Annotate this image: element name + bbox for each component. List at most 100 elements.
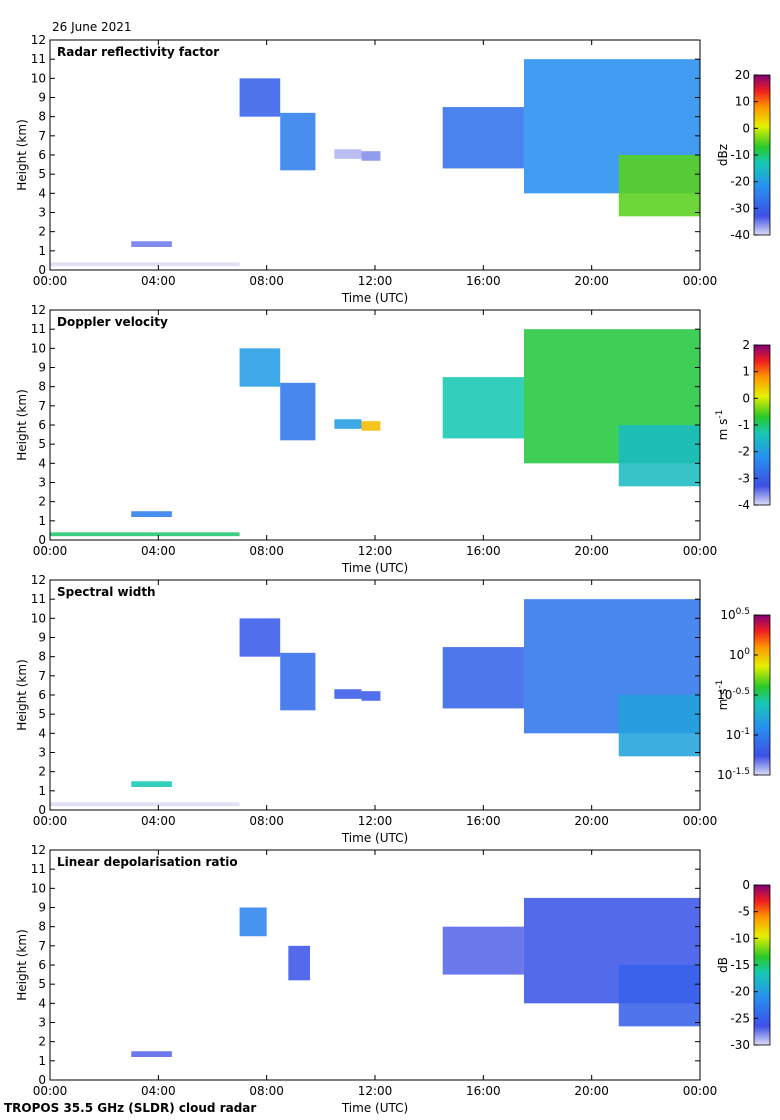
y-tick-label: 3	[38, 746, 46, 760]
x-tick-label: 08:00	[249, 814, 284, 828]
x-tick-label: 16:00	[466, 544, 501, 558]
x-tick-label: 16:00	[466, 274, 501, 288]
echo-region	[618, 695, 700, 757]
echo-region	[361, 151, 381, 161]
y-tick-label: 10	[31, 341, 46, 355]
echo-region	[239, 907, 267, 937]
x-tick-label: 20:00	[574, 1084, 609, 1098]
y-tick-label: 5	[38, 977, 46, 991]
y-tick-label: 4	[38, 456, 46, 470]
colorbar-tick-label: 10-0.5	[717, 687, 750, 702]
y-tick-label: 2	[38, 495, 46, 509]
y-tick-label: 4	[38, 726, 46, 740]
x-tick-label: 00:00	[33, 1084, 68, 1098]
y-tick-label: 5	[38, 707, 46, 721]
colorbar-tick-label: -3	[738, 471, 750, 485]
x-tick-label: 20:00	[574, 814, 609, 828]
echo-region	[131, 781, 172, 787]
colorbar-tick-label: 100	[729, 647, 750, 662]
colorbar-tick-label: 10	[735, 95, 750, 109]
x-axis-label: Time (UTC)	[341, 291, 408, 305]
y-tick-label: 9	[38, 91, 46, 105]
y-tick-label: 0	[38, 803, 46, 817]
y-axis-label: Height (km)	[15, 659, 29, 730]
y-tick-label: 10	[31, 611, 46, 625]
y-tick-label: 11	[31, 322, 46, 336]
y-tick-label: 9	[38, 361, 46, 375]
x-tick-label: 08:00	[249, 274, 284, 288]
y-tick-label: 7	[38, 129, 46, 143]
chart-title: Spectral width	[57, 585, 156, 599]
colorbar-unit: m s-1	[715, 680, 730, 711]
colorbar-unit: dBz	[716, 144, 730, 166]
y-tick-label: 10	[31, 881, 46, 895]
x-tick-label: 12:00	[358, 814, 393, 828]
x-tick-label: 00:00	[33, 544, 68, 558]
y-tick-label: 7	[38, 399, 46, 413]
colorbar-unit: m s-1	[715, 410, 730, 441]
colorbar-tick-label: -1	[738, 418, 750, 432]
chart-title: Radar reflectivity factor	[57, 45, 219, 59]
y-tick-label: 6	[38, 418, 46, 432]
y-tick-label: 11	[31, 52, 46, 66]
chart-title: Linear depolarisation ratio	[57, 855, 238, 869]
colorbar-tick-label: -30	[730, 1038, 750, 1052]
echo-region	[131, 1051, 172, 1057]
x-tick-label: 12:00	[358, 544, 393, 558]
echo-region	[618, 965, 700, 1027]
echo-region	[442, 377, 524, 439]
x-tick-label: 04:00	[141, 1084, 176, 1098]
y-tick-label: 5	[38, 167, 46, 181]
colorbar-tick-label: -20	[730, 175, 750, 189]
y-tick-label: 12	[31, 33, 46, 47]
colorbar-tick-label: -10	[730, 931, 750, 945]
x-tick-label: 04:00	[141, 814, 176, 828]
y-tick-label: 3	[38, 1016, 46, 1030]
echo-region	[618, 425, 700, 487]
echo-region	[239, 348, 281, 387]
echo-region	[334, 419, 362, 429]
echo-region	[50, 262, 240, 267]
y-tick-label: 9	[38, 631, 46, 645]
y-tick-label: 2	[38, 225, 46, 239]
x-tick-label: 00:00	[683, 1084, 718, 1098]
colorbar-tick-label: -10	[730, 148, 750, 162]
y-tick-label: 7	[38, 669, 46, 683]
x-tick-label: 00:00	[33, 274, 68, 288]
y-tick-label: 6	[38, 958, 46, 972]
x-axis-label: Time (UTC)	[341, 1101, 408, 1115]
colorbar-tick-label: -5	[738, 905, 750, 919]
x-axis-label: Time (UTC)	[341, 561, 408, 575]
echo-region	[334, 149, 362, 159]
colorbar-tick-label: 100.5	[720, 607, 750, 622]
y-tick-label: 9	[38, 901, 46, 915]
echo-region	[131, 241, 172, 247]
y-tick-label: 4	[38, 186, 46, 200]
x-tick-label: 16:00	[466, 814, 501, 828]
y-tick-label: 8	[38, 650, 46, 664]
y-tick-label: 8	[38, 920, 46, 934]
colorbar-tick-label: 2	[742, 338, 750, 352]
echo-region	[50, 802, 240, 807]
colorbar-tick-label: 0	[742, 878, 750, 892]
y-tick-label: 4	[38, 996, 46, 1010]
colorbar-unit: dB	[716, 957, 730, 973]
colorbar-tick-label: -30	[730, 201, 750, 215]
y-tick-label: 1	[38, 514, 46, 528]
y-tick-label: 0	[38, 533, 46, 547]
colorbar-tick-label: 20	[735, 68, 750, 82]
echo-region	[239, 618, 281, 657]
echo-region	[442, 647, 524, 709]
y-tick-label: 1	[38, 784, 46, 798]
x-tick-label: 08:00	[249, 1084, 284, 1098]
y-tick-label: 8	[38, 110, 46, 124]
colorbar-tick-label: 10-1	[726, 727, 750, 742]
colorbar-tick-label: -25	[730, 1011, 750, 1025]
y-axis-label: Height (km)	[15, 389, 29, 460]
colorbar-tick-label: -20	[730, 985, 750, 999]
y-tick-label: 12	[31, 843, 46, 857]
y-tick-label: 3	[38, 206, 46, 220]
